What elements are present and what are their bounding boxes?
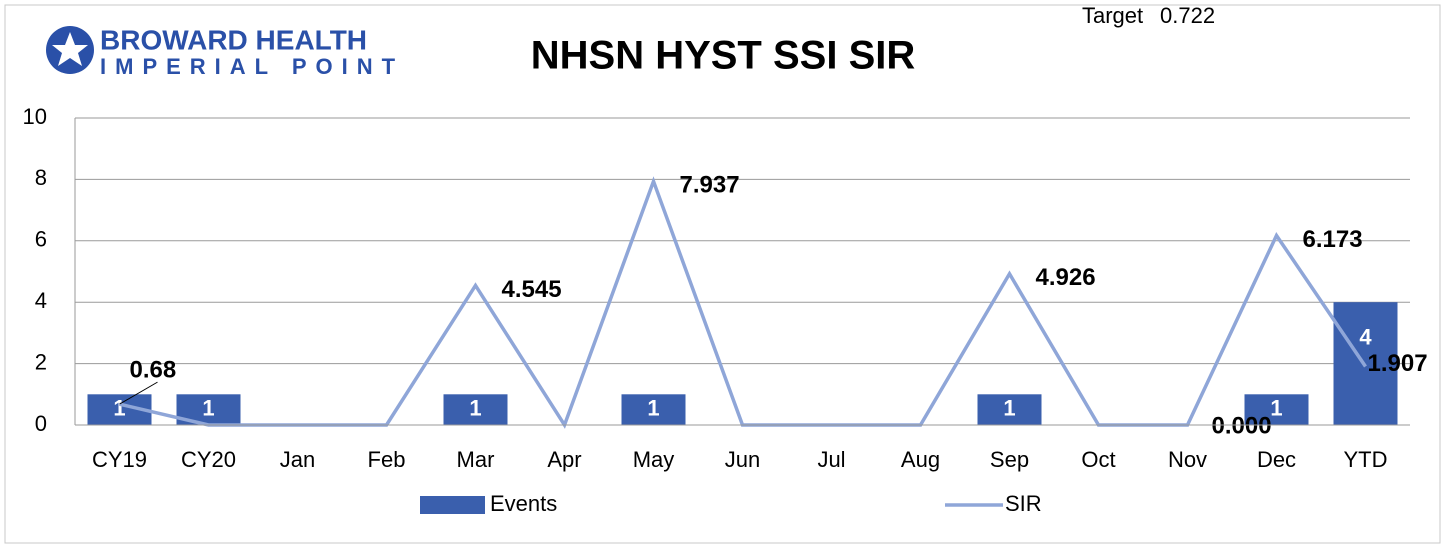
y-tick-label: 8 [35,165,47,190]
sir-label: 4.926 [1036,264,1096,291]
bar [621,394,686,425]
x-tick-label: Jan [280,447,315,472]
bar-label: 1 [1270,395,1282,420]
logo-line2: IMPERIAL POINT [100,54,404,79]
chart-title: NHSN HYST SSI SIR [531,34,916,78]
bar-label: 1 [202,395,214,420]
y-tick-label: 4 [35,288,47,313]
bar-label: 1 [469,395,481,420]
x-tick-label: Jun [725,447,760,472]
sir-label: 4.545 [502,276,562,303]
chart-border [4,4,1441,544]
target-label: Target [1082,3,1143,28]
y-tick-label: 6 [35,227,47,252]
leader-line [119,381,158,405]
x-tick-label: Aug [901,447,940,472]
x-tick-label: Dec [1257,447,1296,472]
x-tick-label: CY19 [92,447,147,472]
x-tick-label: Nov [1168,447,1207,472]
legend-swatch [420,496,485,514]
y-tick-label: 0 [35,411,47,436]
x-tick-label: May [633,447,675,472]
logo-line1: BROWARD HEALTH [100,24,367,55]
y-tick-label: 2 [35,349,47,374]
x-tick-label: Feb [368,447,406,472]
x-tick-label: Sep [990,447,1029,472]
logo: BROWARD HEALTH IMPERIAL POINT [46,24,404,79]
bar-label: 1 [113,395,125,420]
target-value: 0.722 [1160,3,1215,28]
bar-label: 1 [647,395,659,420]
sir-label: 7.937 [680,172,740,199]
legend-label: Events [490,491,557,516]
bar [443,394,508,425]
x-tick-label: CY20 [181,447,236,472]
sir-label: 0.000 [1212,412,1272,439]
x-tick-label: Jul [817,447,845,472]
logo-star [52,32,88,66]
y-tick-label: 10 [23,104,47,129]
x-tick-label: YTD [1344,447,1388,472]
bar [1244,394,1309,425]
bar-label: 1 [1003,395,1015,420]
x-tick-label: Mar [457,447,495,472]
legend-label: SIR [1005,491,1042,516]
sir-label: 1.907 [1368,350,1428,377]
sir-label: 0.68 [130,356,177,383]
x-tick-label: Oct [1081,447,1115,472]
sir-label: 6.173 [1303,226,1363,253]
x-tick-label: Apr [547,447,581,472]
bar-label: 4 [1359,324,1372,349]
bar [977,394,1042,425]
